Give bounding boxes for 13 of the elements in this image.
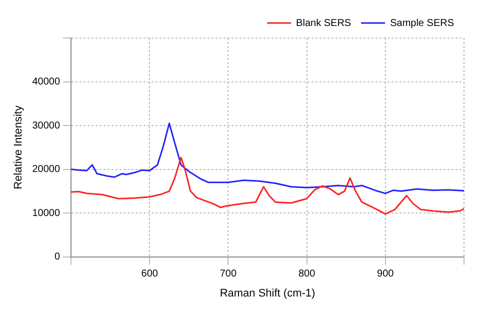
x-tick-label: 900 [377,268,394,280]
y-tick-label: 30000 [32,120,60,132]
y-axis-title: Relative Intensity [12,105,25,190]
y-tick-label: 20000 [32,164,60,176]
y-tick-label: 0 [54,252,60,263]
y-tick-label: 10000 [32,208,60,219]
legend-label: Blank SERS [296,18,352,29]
x-tick-label: 600 [141,268,158,280]
x-axis-title: Raman Shift (cm-1) [220,287,316,300]
x-tick-label: 700 [220,268,237,280]
x-tick-label: 800 [298,268,316,280]
legend-label: Sample SERS [390,18,454,29]
y-tick-label: 40000 [32,76,60,88]
